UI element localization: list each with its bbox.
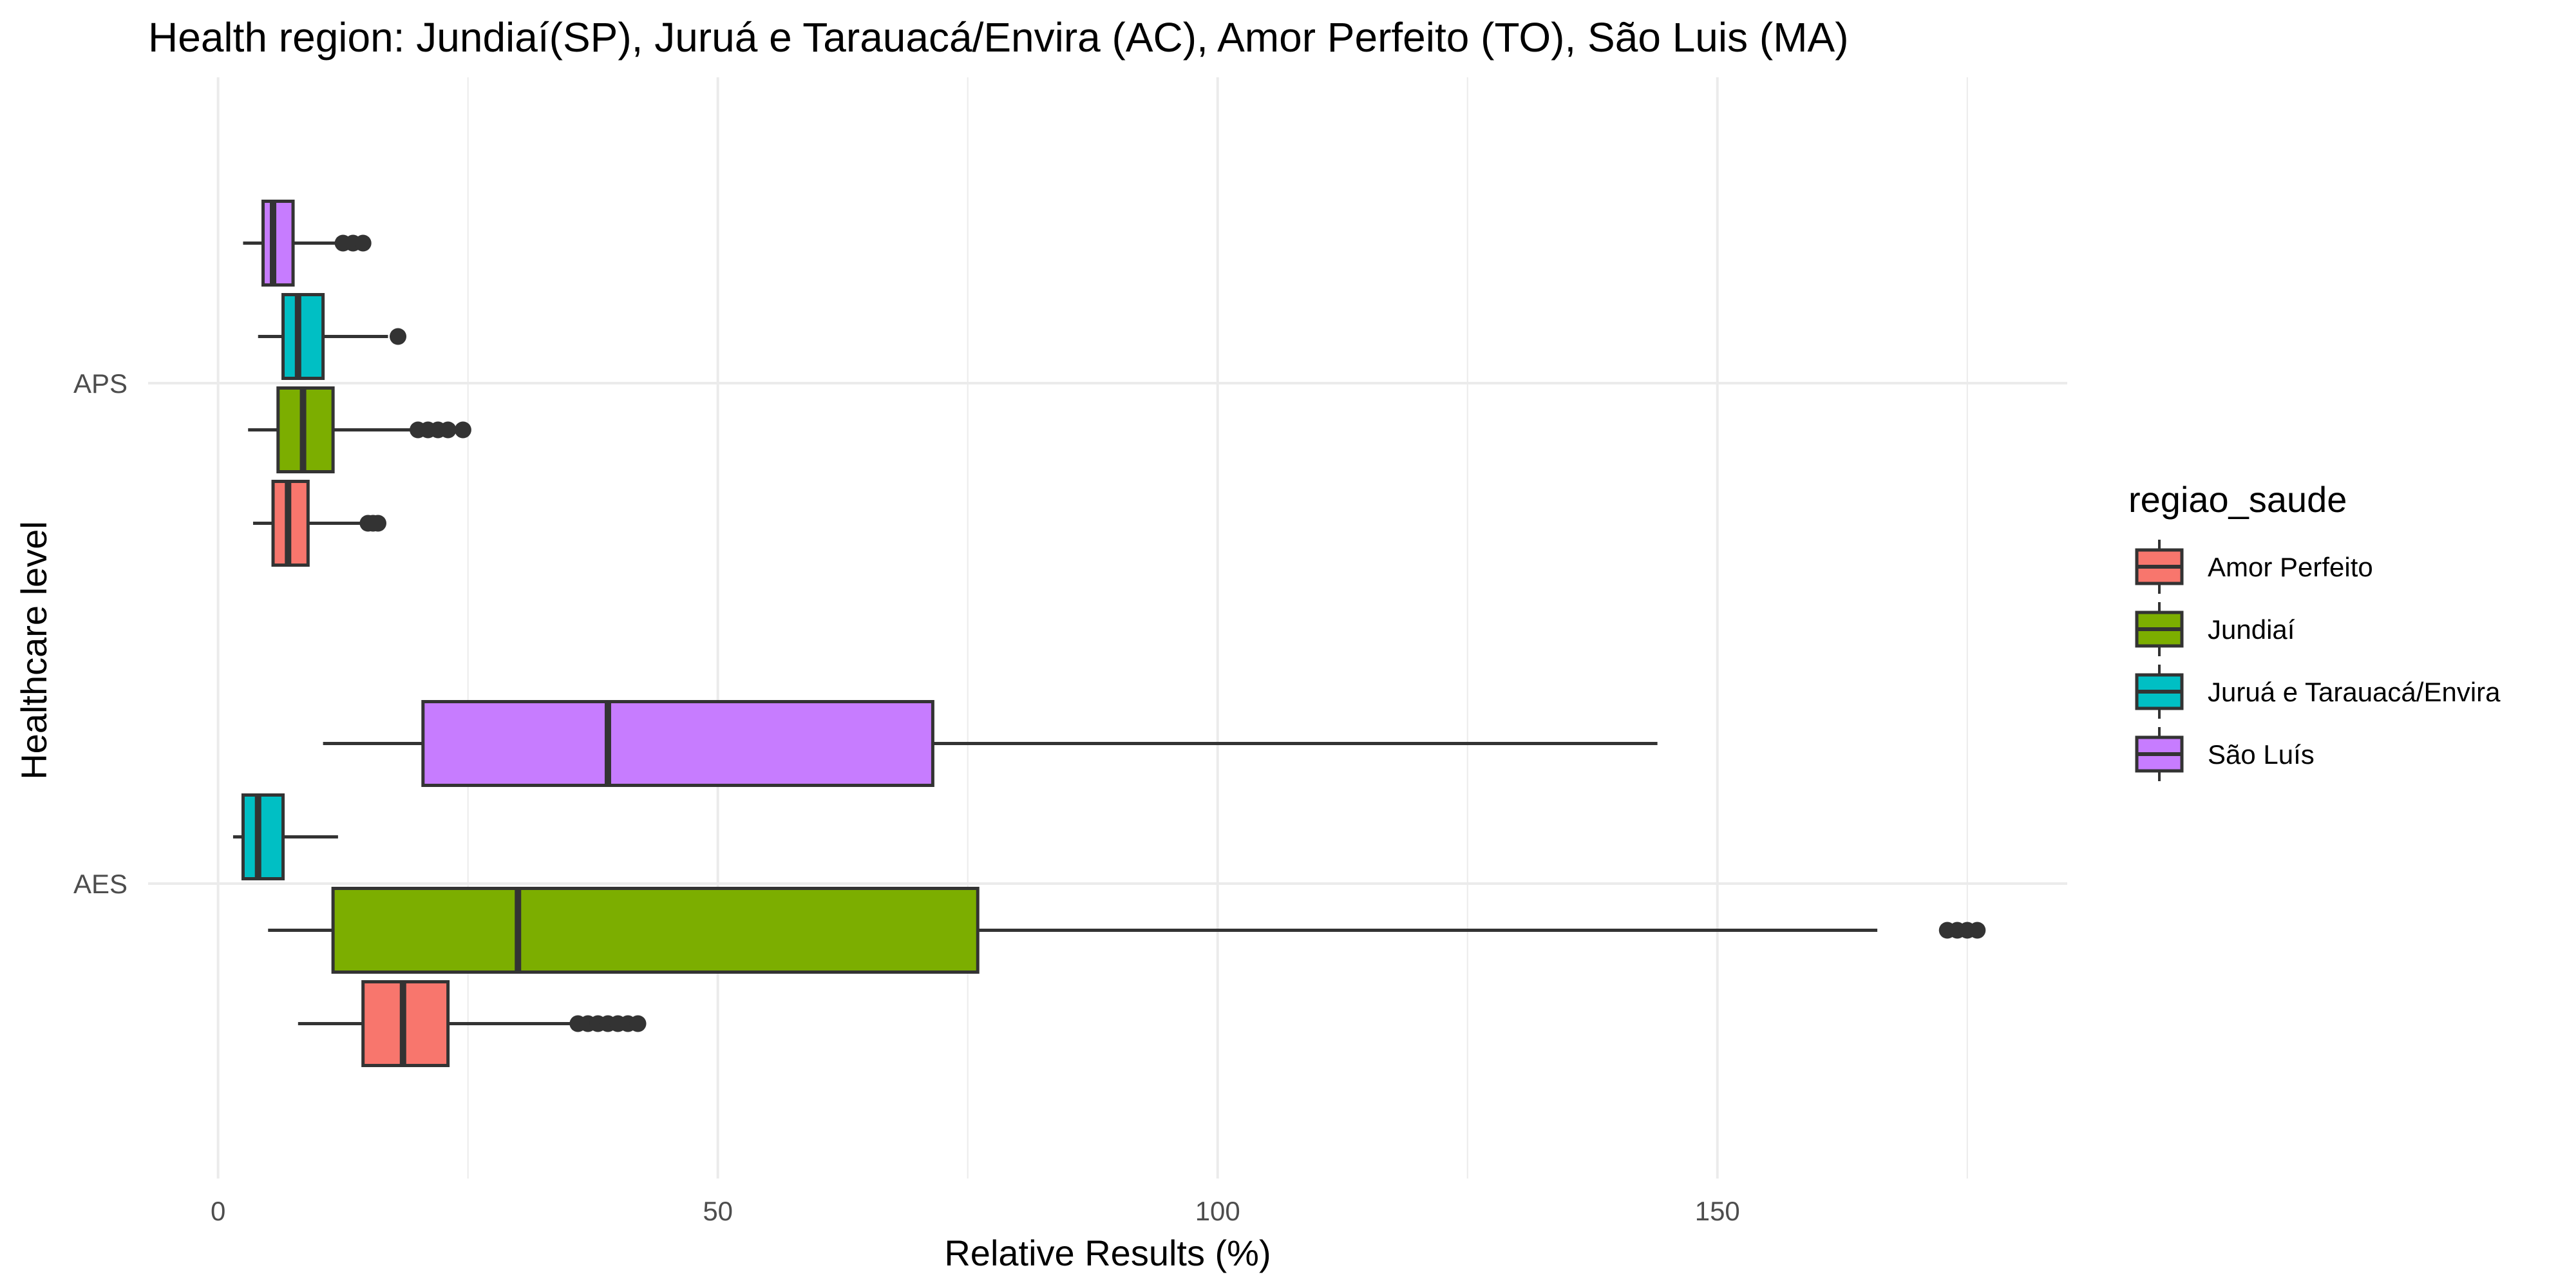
outlier-point [439, 421, 457, 439]
legend-label: São Luís [2208, 739, 2315, 770]
box-APS-Amor Perfeito [252, 480, 386, 567]
box-AES-Amor Perfeito [298, 980, 647, 1067]
box-iqr [261, 200, 295, 287]
legend-label: Jundiaí [2208, 614, 2295, 645]
x-tick-label: 50 [703, 1196, 733, 1226]
y-axis-title: Healthcare level [14, 521, 54, 780]
legend: regiao_saude Amor Perfeito Jundiaí Juruá e… [2128, 479, 2501, 781]
x-axis-title: Relative Results (%) [944, 1233, 1271, 1273]
box-AES-São Luís [323, 700, 1658, 787]
legend-label: Juruá e Tarauacá/Envira [2208, 677, 2501, 707]
outlier-point [354, 234, 372, 252]
y-tick-label: AES [73, 869, 128, 899]
legend-item: Jundiaí [2135, 602, 2295, 656]
legend-item: Juruá e Tarauacá/Envira [2135, 665, 2501, 719]
box-APS-Juruá e Tarauacá/Envira [258, 293, 407, 380]
box-iqr [331, 887, 980, 974]
legend-label: Amor Perfeito [2208, 552, 2373, 582]
box-AES-Juruá e Tarauacá/Envira [232, 793, 338, 880]
x-tick-label: 0 [211, 1196, 225, 1226]
box-iqr [241, 793, 285, 880]
y-tick-label: APS [73, 368, 128, 399]
outlier-point [369, 515, 386, 532]
box-APS-Jundiaí [248, 386, 471, 473]
legend-item: Amor Perfeito [2135, 540, 2373, 594]
outlier-point [454, 421, 471, 439]
box-iqr [281, 293, 325, 380]
box-iqr [421, 700, 934, 787]
outlier-point [629, 1015, 647, 1032]
x-tick-label: 100 [1195, 1196, 1240, 1226]
box-APS-São Luís [243, 200, 372, 287]
box-AES-Jundiaí [268, 887, 1986, 974]
outlier-point [390, 328, 407, 345]
plot-area: 0 50 100 150 APS AES [73, 77, 2067, 1226]
x-tick-label: 150 [1695, 1196, 1740, 1226]
outlier-point [1969, 922, 1986, 939]
legend-item: São Luís [2135, 727, 2315, 781]
chart-title: Health region: Jundiaí(SP), Juruá e Tara… [148, 14, 1849, 61]
legend-title: regiao_saude [2128, 479, 2347, 520]
